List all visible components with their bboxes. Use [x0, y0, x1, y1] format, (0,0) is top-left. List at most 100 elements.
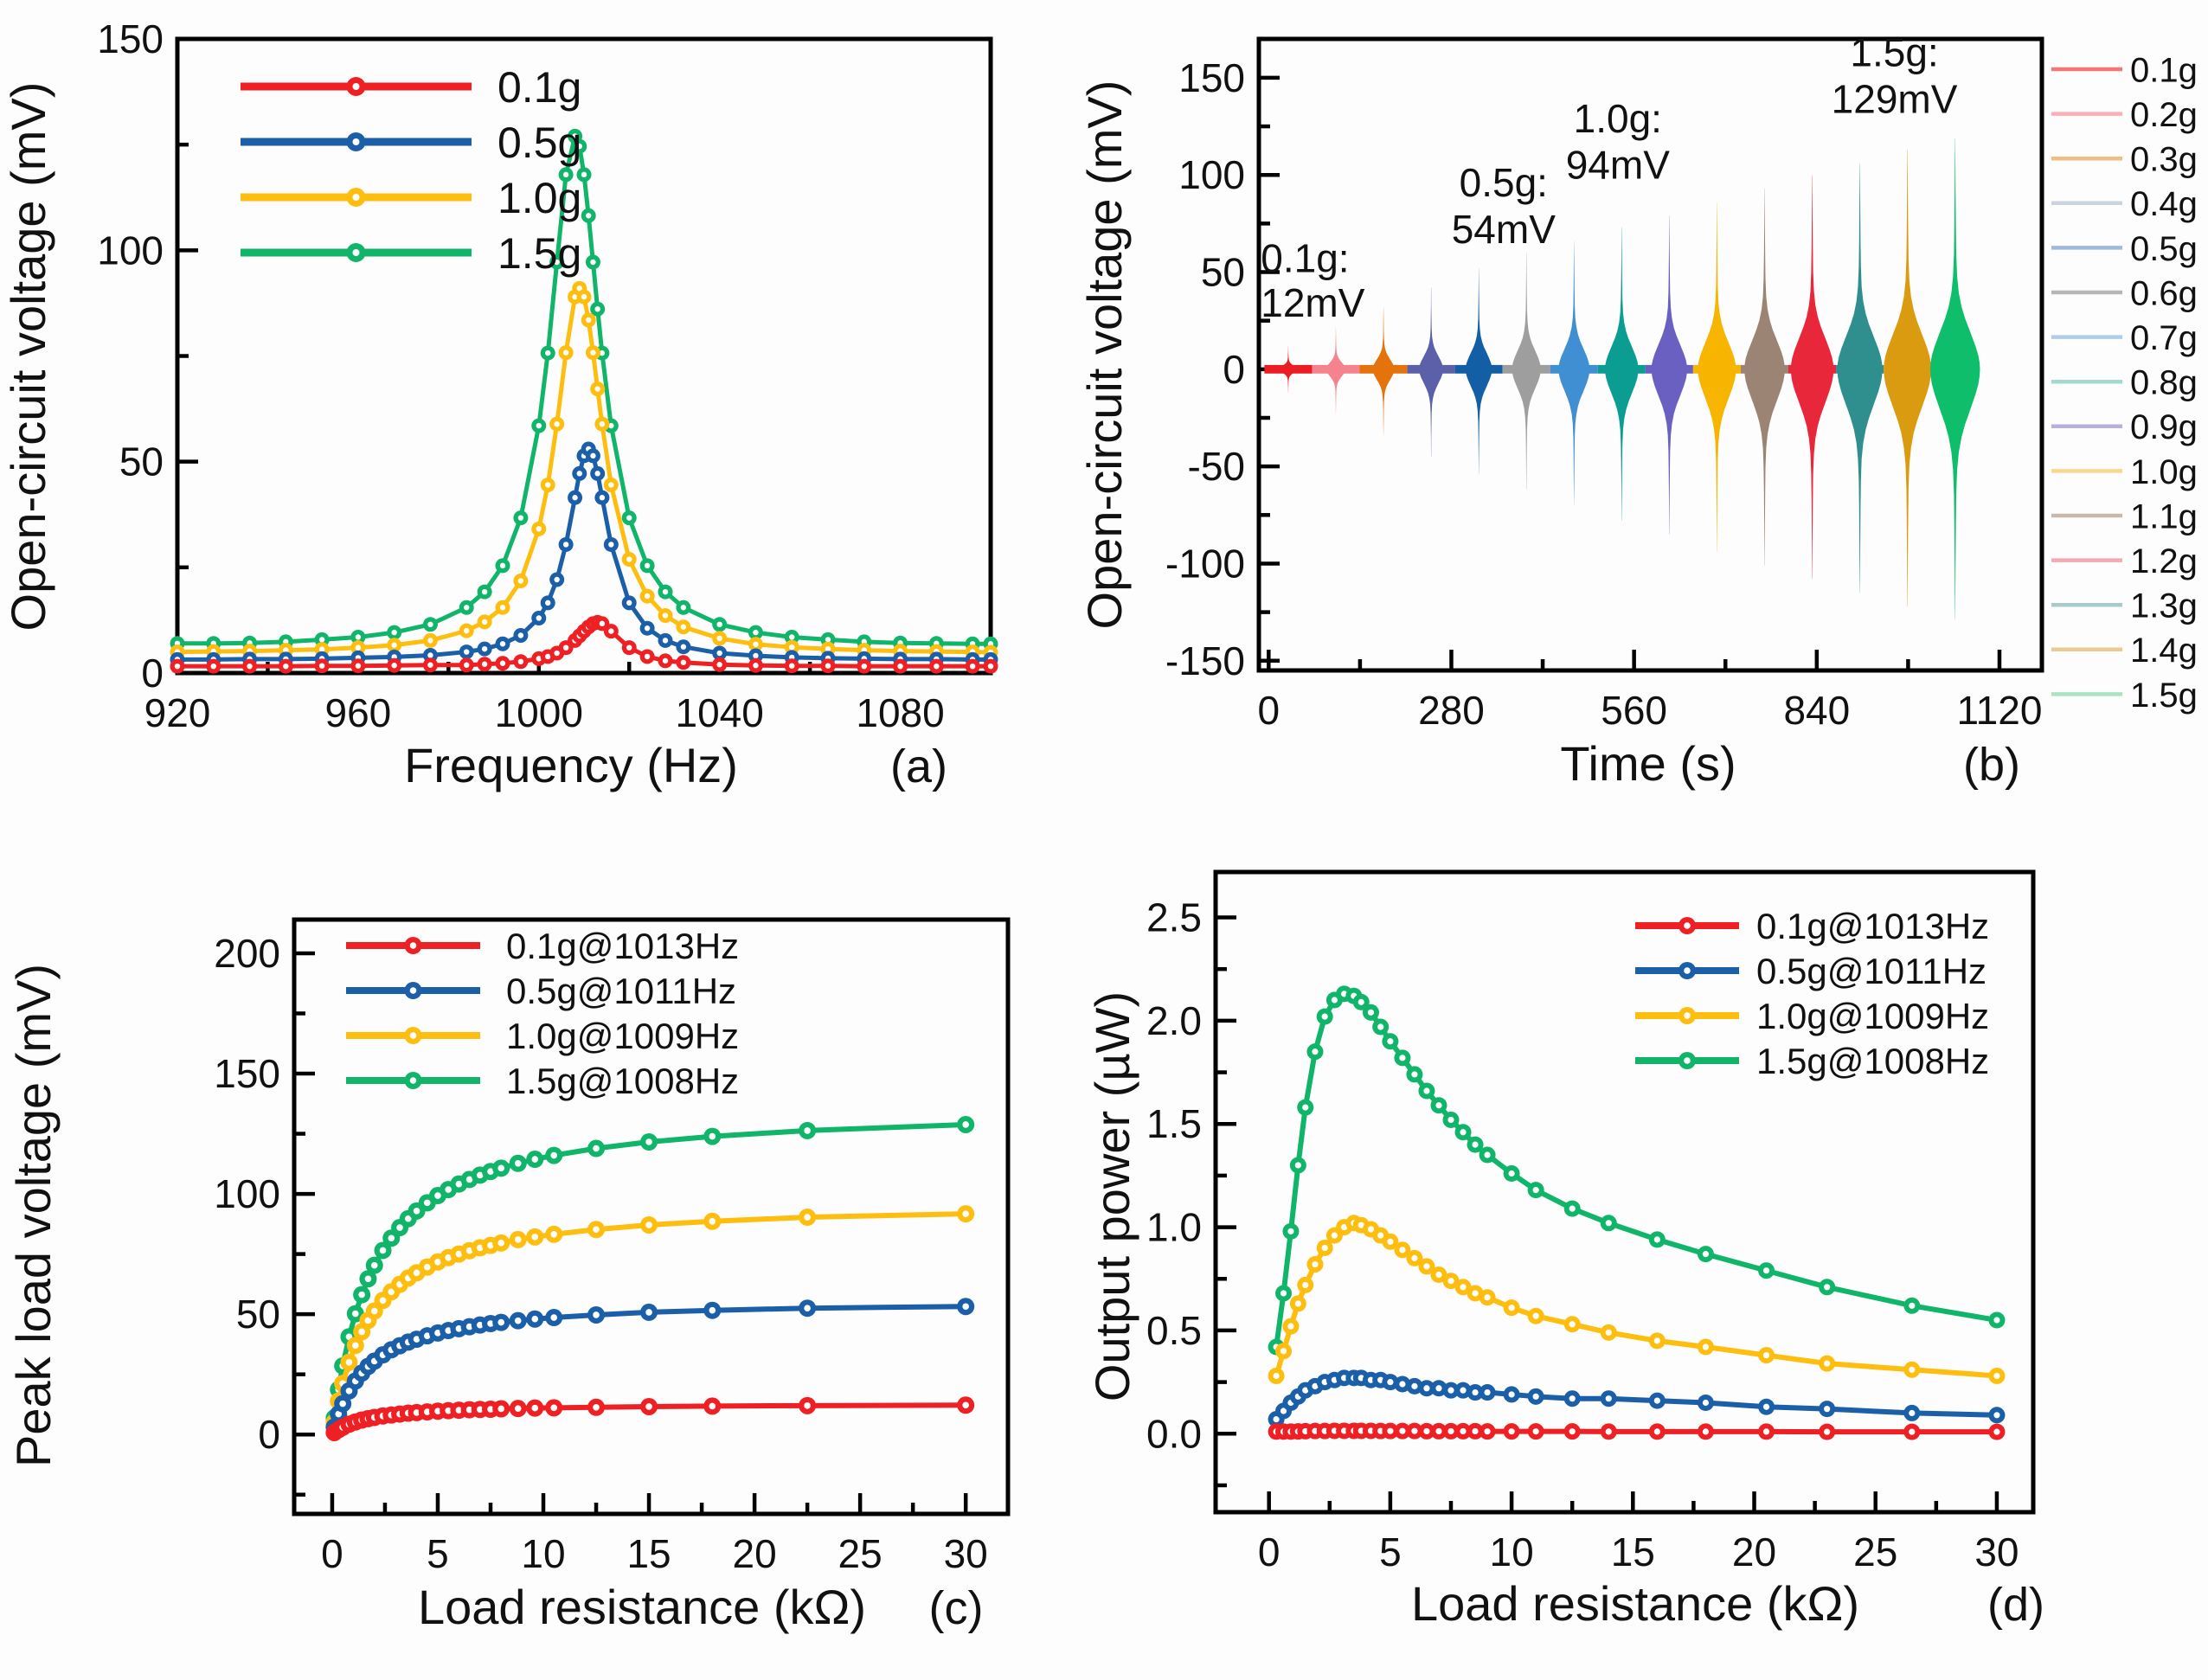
data-marker-center: [445, 1327, 452, 1334]
data-marker-center: [1532, 1428, 1539, 1435]
panel-letter: (d): [1987, 1579, 2044, 1631]
data-marker-center: [1273, 1372, 1280, 1380]
y-tick-label: 100: [97, 228, 164, 273]
y-tick-labels: -150 -100 -50 0 50 100 150: [1165, 55, 1245, 683]
data-marker-center: [1321, 1244, 1328, 1252]
x-tick-label: 25: [1853, 1529, 1897, 1574]
data-marker-center: [1605, 1220, 1612, 1227]
data-marker-center: [423, 1199, 431, 1207]
x-tick-label: 840: [1783, 688, 1850, 733]
data-marker-center: [962, 1303, 969, 1311]
data-marker-center: [1702, 1428, 1710, 1435]
panel-b-chart: 0 280 560 840 1120 -150 -100 -50 0 50 100 150 Time (…: [1082, 29, 2198, 791]
data-marker-center: [536, 422, 542, 429]
data-marker-center: [1287, 1228, 1294, 1234]
plot-box: [175, 36, 993, 676]
data-marker-center: [1358, 998, 1364, 1005]
data-marker-center: [497, 1240, 505, 1247]
data-marker-center: [1508, 1305, 1515, 1311]
axis-ticks: [1216, 915, 1999, 1512]
data-marker-center: [1702, 1251, 1710, 1258]
data-marker-center: [423, 1332, 431, 1339]
data-marker-center: [1532, 1312, 1539, 1319]
y-tick-label: 0.5: [1146, 1308, 1202, 1353]
data-marker-center: [1762, 1351, 1770, 1359]
data-marker-center: [599, 620, 606, 627]
data-marker-center: [1302, 1104, 1309, 1111]
data-marker-center: [351, 1342, 359, 1350]
data-marker-center: [318, 646, 325, 652]
data-marker-center: [531, 1315, 539, 1323]
legend-item-0.1g@1013Hz: 0.1g@1013Hz: [346, 926, 739, 966]
data-marker-center: [423, 1263, 431, 1271]
data-marker-center: [1909, 1409, 1916, 1417]
data-marker-center: [545, 482, 551, 488]
panel-a-axes: 920 960 1000 1040 1080 0 50 100 150 Frequency (Hz…: [1, 16, 993, 792]
data-marker-center: [514, 1405, 522, 1412]
data-marker-center: [962, 1121, 969, 1128]
data-marker-center: [644, 593, 651, 600]
annotations: 0.1g:12mV 0.5g:54mV 1.0g:94mV 1.5g:129mV: [1261, 29, 1957, 325]
data-marker-center: [499, 660, 506, 666]
x-tick-label: 0: [1258, 1529, 1281, 1574]
data-marker-center: [1341, 1427, 1348, 1434]
legend-item-0.5g@1011Hz: 0.5g@1011Hz: [1635, 951, 1987, 991]
data-marker-center: [1280, 1407, 1287, 1414]
data-marker-center: [593, 1403, 600, 1411]
data-marker-center: [1423, 1427, 1430, 1435]
data-marker-center: [644, 653, 651, 660]
data-marker-center: [1341, 1223, 1348, 1231]
y-tick-labels: 0.0 0.5 1.0 1.5 2.0 2.5: [1146, 895, 1202, 1457]
legend-label: 0.5g@1011Hz: [506, 971, 736, 1011]
y-axis-title: Peak load voltage (mV): [6, 964, 61, 1467]
x-tick-labels: 0 5 10 15 20 25 30: [1258, 1529, 2019, 1574]
data-marker-center: [514, 1236, 522, 1243]
data-marker-center: [572, 133, 578, 139]
data-marker-center: [1605, 1329, 1612, 1336]
annotation-line2: 12mV: [1261, 280, 1364, 325]
data-marker-center: [1824, 1428, 1831, 1435]
data-marker-center: [1280, 1290, 1287, 1297]
x-tick-label: 5: [427, 1531, 449, 1576]
data-marker-center: [1472, 1427, 1479, 1435]
legend-label: 0.7g: [2130, 319, 2198, 357]
data-marker-center: [1447, 1387, 1454, 1394]
data-marker-center: [593, 1226, 600, 1234]
data-marker-center: [364, 1275, 372, 1283]
legend-item-1.5g: 1.5g: [241, 229, 581, 278]
data-marker-center: [716, 635, 722, 642]
data-marker-center: [550, 1404, 558, 1412]
data-marker-center: [497, 1405, 505, 1413]
legend-item-0.2g: 0.2g: [2051, 96, 2198, 134]
y-axis-title: Open-circuit voltage (mV): [1, 82, 55, 632]
burst-envelope-0.4g: [1419, 287, 1443, 457]
legend-item-1.4g: 1.4g: [2051, 632, 2198, 670]
data-marker-center: [1435, 1102, 1442, 1109]
data-marker-center: [1423, 1087, 1430, 1094]
panel-letter: (b): [1963, 739, 2020, 791]
data-marker-center: [405, 1215, 412, 1222]
x-tick-label: 10: [521, 1531, 565, 1576]
legend-label: 1.2g: [2130, 542, 2198, 580]
x-tick-labels: 920 960 1000 1040 1080: [144, 690, 945, 735]
legend-label: 0.1g@1013Hz: [1756, 906, 1989, 946]
data-marker-center: [590, 452, 596, 459]
data-marker-center: [391, 629, 397, 636]
data-marker-center: [804, 1127, 811, 1134]
x-tick-label: 25: [838, 1531, 883, 1576]
data-marker-center: [1472, 1141, 1479, 1148]
legend-label: 1.4g: [2130, 632, 2198, 670]
legend-item-0.3g: 0.3g: [2051, 141, 2198, 179]
legend: 0.1g 0.2g 0.3g 0.4g 0.5g 0.6g 0.7g 0.8g 0.9g 1.0g…: [2051, 51, 2198, 715]
data-marker-center: [517, 632, 524, 638]
y-tick-label: 100: [214, 1171, 280, 1216]
panel-c: 0 5 10 15 20 25 30 0 50 100 150 200 Load resistance …: [0, 835, 1082, 1680]
legend-label: 0.1g: [497, 63, 581, 112]
legend-item-0.8g: 0.8g: [2051, 364, 2198, 402]
data-marker-center: [1508, 1428, 1515, 1435]
data-marker-center: [481, 661, 488, 667]
x-tick-label: 15: [626, 1531, 671, 1576]
series-0.5g@1011Hz: [325, 1298, 975, 1436]
data-marker-center: [608, 482, 614, 488]
